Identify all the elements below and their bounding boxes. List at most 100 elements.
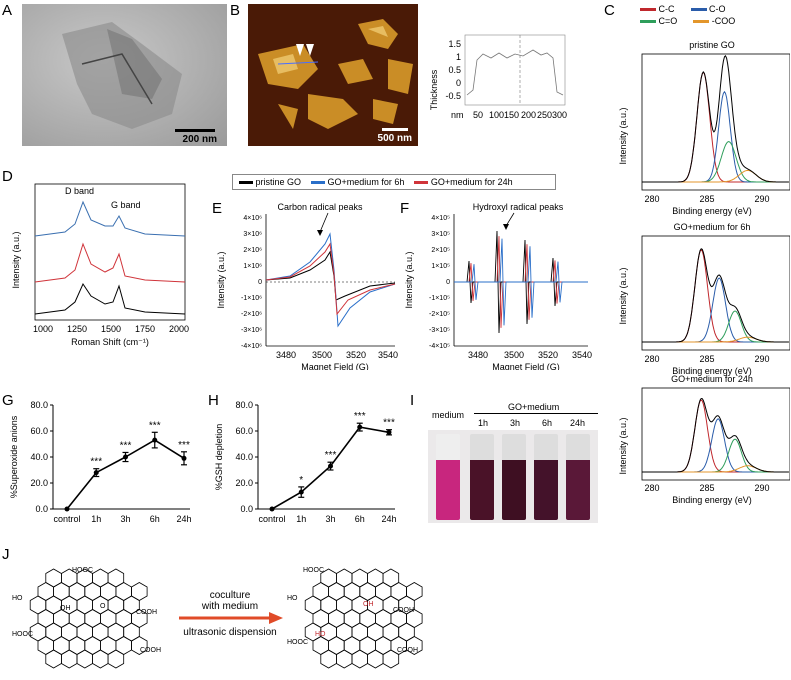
functional-group-label: HO [287, 595, 298, 602]
profile-xtick: 50 [473, 110, 483, 120]
raman-xtick: 1000 [33, 324, 53, 334]
chart-significance-label: *** [120, 440, 132, 451]
panel-label-h: H [208, 392, 219, 409]
epr-ytick: -2×10⁵ [429, 311, 450, 318]
scale-bar-a [175, 129, 215, 132]
legend-swatch-co [690, 8, 707, 12]
chart-ytick-label: 20.0 [30, 478, 48, 488]
xps-component-curve [642, 277, 789, 343]
legend-label: C-C [658, 4, 675, 14]
xps-envelope-curve [642, 248, 789, 343]
legend-label: C=O [658, 16, 678, 26]
graphene-sheet-shape [62, 22, 182, 129]
epr-ytick: 1×10⁵ [431, 263, 450, 270]
hydroxyl-radical-epr: Intensity (a.u.) Hydroxyl radical peaks … [404, 202, 592, 370]
profile-ytick: 1 [456, 52, 461, 62]
epr-ytick: -3×10⁶ [241, 327, 262, 334]
g-band-label: G band [111, 200, 141, 210]
xps-xtick: 285 [699, 483, 714, 493]
functional-group-label: HO [12, 595, 23, 602]
raman-xlabel: Roman Shift (cm⁻¹) [71, 337, 149, 347]
chart-significance-label: *** [383, 418, 395, 429]
hexagon-ring [367, 649, 384, 669]
epr-ytick: 2×10⁵ [431, 247, 450, 254]
chart-ytick-label: 80.0 [235, 400, 253, 410]
panel-label-g: G [2, 392, 14, 409]
epr-ytick: 0 [258, 279, 262, 286]
hexagon-ring [61, 649, 78, 669]
group-bracket [474, 413, 598, 414]
chart-significance-label: *** [90, 457, 102, 468]
panel-label-d: D [2, 168, 13, 185]
profile-ytick: -0.5 [445, 91, 461, 101]
epr-xtick: 3520 [538, 350, 558, 360]
xps-component-curve [642, 418, 789, 473]
xps-xtick: 280 [644, 354, 659, 364]
hexagon-ring [320, 649, 337, 669]
xps-title: GO+medium for 6h [674, 222, 751, 232]
panel-label-f: F [400, 200, 410, 217]
chart-xtick-label: 24h [176, 514, 191, 524]
chart-data-point [123, 454, 128, 460]
chart-ylabel: %GSH depletion [214, 424, 224, 491]
xps-ylabel: Intensity (a.u.) [618, 107, 628, 164]
hexagon-ring [107, 649, 125, 669]
tube-medium [436, 434, 460, 520]
epr-xtick: 3540 [572, 350, 592, 360]
xps-xtick: 280 [644, 483, 659, 493]
chart-ytick-label: 40.0 [30, 452, 48, 462]
epr-ytick: 3×10⁵ [431, 231, 450, 238]
arrow-label-top: coculture [209, 590, 251, 601]
functional-group-label: HOOC [72, 567, 93, 574]
legend-swatch-pristine [239, 181, 253, 185]
legend-swatch-cc [640, 8, 656, 12]
epr-xtick: 3480 [468, 350, 488, 360]
legend-label: GO+medium for 24h [430, 177, 513, 187]
panel-label-i: I [410, 392, 415, 409]
reaction-arrow-icon [179, 612, 283, 624]
functional-group-label: COOH [393, 607, 414, 614]
raman-spectra: Intensity (a.u.) D band G band 1000 1250… [11, 183, 189, 347]
profile-ytick: 0.5 [448, 65, 461, 75]
hexagon-ring [406, 636, 423, 655]
carbon-radical-epr: Intensity (a.u.) Carbon radical peaks 4×… [216, 202, 398, 370]
chart-data-point [328, 463, 333, 469]
chart-xtick-label: 1h [91, 514, 101, 524]
functional-group-label: OH [60, 605, 71, 612]
thickness-profile-plot: Thickness 1.5 1 0.5 0 -0.5 nm 50 100150 … [429, 34, 567, 120]
xps-envelope-curve [642, 54, 789, 183]
raman-xtick: 1750 [135, 324, 155, 334]
functional-group-label: OH [363, 601, 374, 608]
scale-bar-b [382, 128, 408, 131]
epr-ytick: -4×10⁵ [429, 343, 450, 350]
epr-xtick: 3520 [346, 350, 366, 360]
epr-ytick: -4×10⁶ [241, 343, 262, 350]
profile-ytick: 0 [456, 78, 461, 88]
xps-envelope-curve [642, 397, 789, 473]
epr-ytick: 1×10⁶ [243, 263, 262, 270]
panel-label-a: A [2, 2, 13, 19]
epr-ytick: -2×10⁶ [241, 311, 262, 318]
xps-xtick: 280 [644, 194, 659, 204]
time-label: 6h [542, 418, 553, 428]
medium-label: medium [432, 410, 465, 420]
functional-group-label: HOOC [303, 567, 324, 574]
legend-label: -COO [711, 16, 736, 26]
hexagon-ring [76, 649, 93, 669]
epr-ytick: -1×10⁶ [241, 295, 262, 302]
raman-ylabel: Intensity (a.u.) [11, 231, 21, 288]
go-structure-before: HOOC HO OH O COOH HOOC COOH [12, 567, 161, 669]
functional-group-label: COOH [140, 647, 161, 654]
epr-ylabel: Intensity (a.u.) [404, 251, 414, 308]
functional-group-label: HO [315, 631, 326, 638]
chart-ytick-label: 60.0 [235, 426, 253, 436]
epr-ylabel: Intensity (a.u.) [216, 251, 226, 308]
epr-ytick: 4×10⁵ [431, 215, 450, 222]
chart-xtick-label: 6h [355, 514, 365, 524]
chart-data-point [181, 455, 187, 461]
epr-annotation: Carbon radical peaks [277, 202, 363, 212]
chart-significance-label: *** [149, 420, 161, 431]
chart-data-point [64, 506, 70, 512]
tube-1h [470, 434, 494, 520]
xps-legend: C-C C-O C=O -COO [640, 4, 780, 26]
